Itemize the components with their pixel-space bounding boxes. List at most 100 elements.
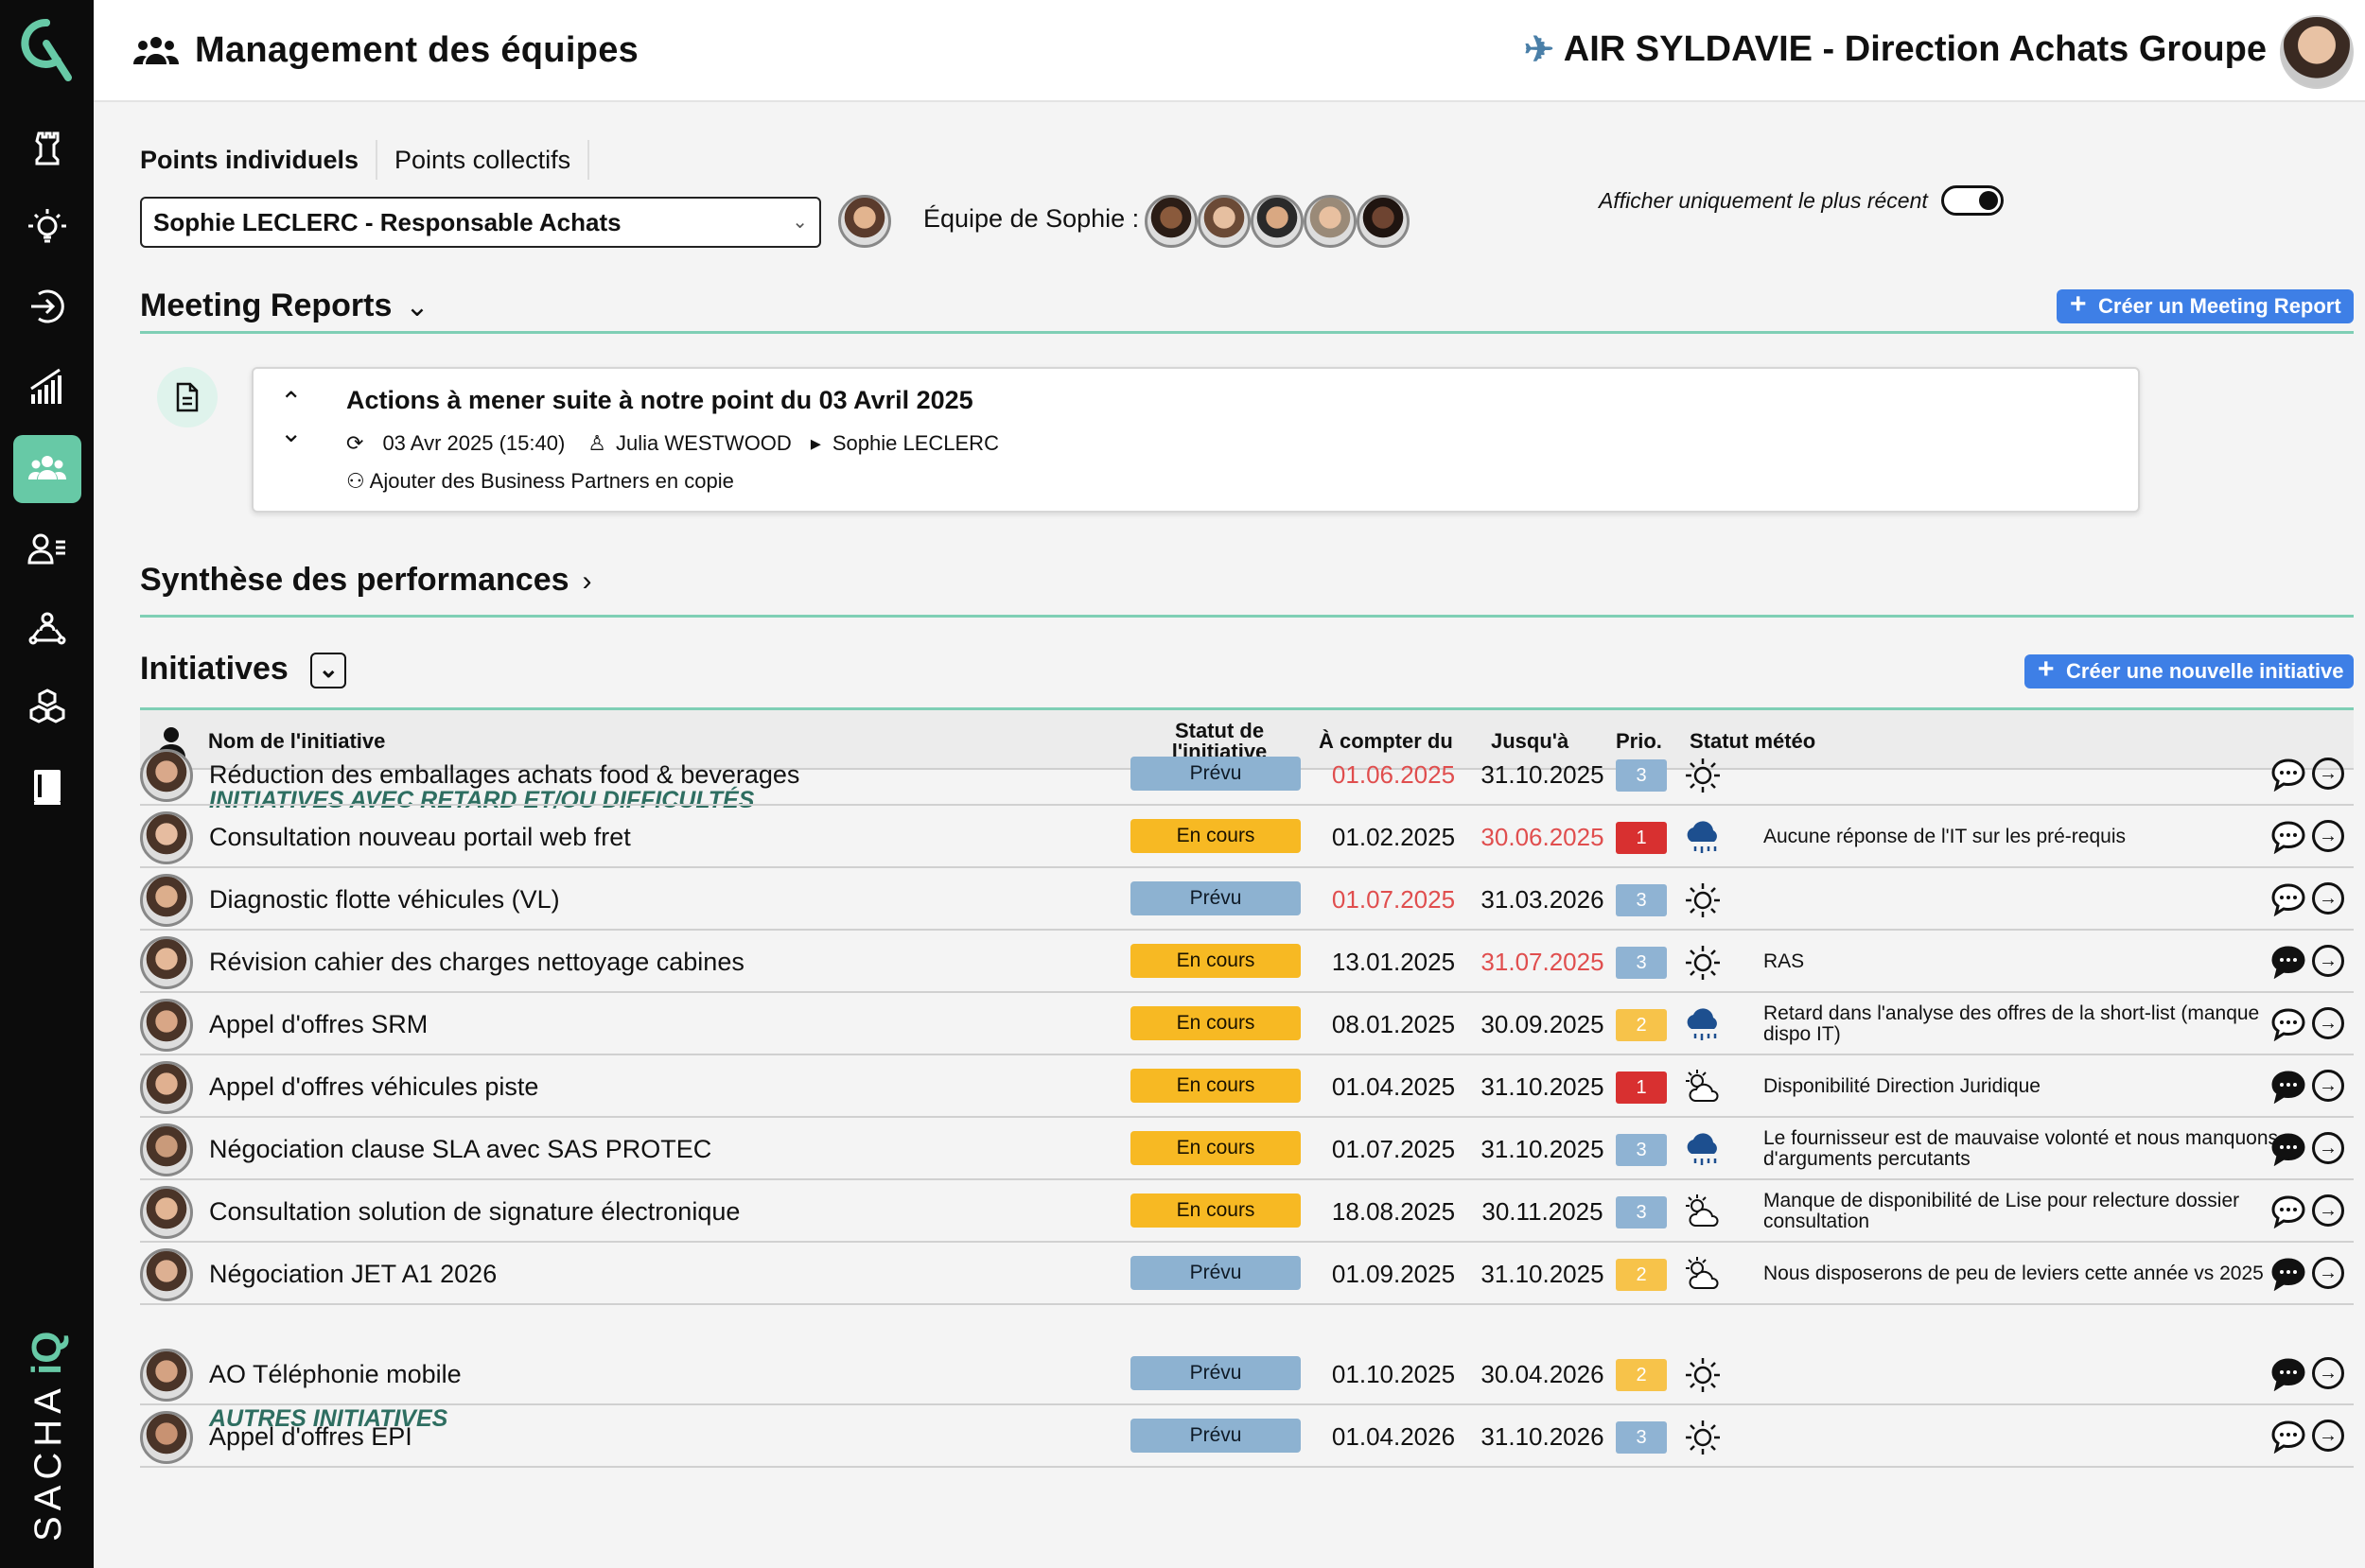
comment-icon[interactable] [2270, 1007, 2306, 1041]
open-initiative-icon[interactable]: → [2312, 1070, 2344, 1102]
col-name[interactable]: Nom de l'initiative [208, 729, 386, 753]
end-date: 31.10.2025 [1480, 1135, 1604, 1163]
open-initiative-icon[interactable]: → [2312, 1132, 2344, 1164]
open-initiative-icon[interactable]: → [2312, 1194, 2344, 1227]
table-row[interactable]: Appel d'offres véhicules piste En cours 01… [140, 1055, 2354, 1118]
table-row[interactable]: Consultation solution de signature élect… [140, 1180, 2354, 1243]
team-member-avatar[interactable] [1357, 195, 1410, 248]
collaborator-select[interactable]: Sophie LECLERC - Responsable Achats ⌄ [140, 197, 821, 248]
initiative-owner-avatar[interactable] [140, 811, 193, 864]
team-icon [133, 37, 179, 64]
initiatives-dropdown-icon[interactable]: ⌄ [310, 653, 347, 689]
comment-icon[interactable] [2270, 945, 2306, 979]
nav-login-arrow-icon[interactable] [13, 272, 81, 340]
initiative-name[interactable]: Révision cahier des charges nettoyage ca… [209, 948, 745, 976]
initiative-name[interactable]: Réduction des emballages achats food & b… [209, 760, 800, 789]
table-row[interactable]: Négociation clause SLA avec SAS PROTEC En… [140, 1118, 2354, 1180]
meeting-report-card[interactable]: ⌃ ⌄ Actions à mener suite à notre point d… [252, 367, 2140, 513]
status-badge: Prévu [1130, 1419, 1301, 1453]
status-badge: Prévu [1130, 757, 1301, 791]
open-initiative-icon[interactable]: → [2312, 758, 2344, 790]
initiative-owner-avatar[interactable] [140, 1349, 193, 1402]
col-from[interactable]: À compter du [1319, 729, 1453, 753]
document-icon [157, 367, 218, 427]
open-initiative-icon[interactable]: → [2312, 1420, 2344, 1452]
initiative-name[interactable]: Appel d'offres véhicules piste [209, 1072, 539, 1101]
initiative-name[interactable]: Diagnostic flotte véhicules (VL) [209, 885, 560, 914]
open-initiative-icon[interactable]: → [2312, 882, 2344, 915]
initiative-owner-avatar[interactable] [140, 1411, 193, 1464]
end-date: 30.11.2025 [1481, 1197, 1603, 1226]
team-member-avatar[interactable] [1198, 195, 1251, 248]
tab-points-individuels[interactable]: Points individuels [140, 140, 378, 180]
nav-team-icon[interactable] [13, 435, 81, 503]
table-row[interactable]: Appel d'offres SRM En cours 08.01.2025 30.0… [140, 993, 2354, 1055]
table-row[interactable]: Consultation nouveau portail web fret En … [140, 806, 2354, 868]
initiative-name[interactable]: AO Téléphonie mobile [209, 1360, 462, 1388]
initiative-owner-avatar[interactable] [140, 1248, 193, 1301]
team-member-avatar[interactable] [1145, 195, 1198, 248]
initiative-name[interactable]: Négociation clause SLA avec SAS PROTEC [209, 1135, 712, 1163]
comment-icon[interactable] [2270, 820, 2306, 854]
col-prio[interactable]: Prio. [1616, 729, 1662, 753]
nav-bar-chart-icon[interactable] [13, 352, 81, 420]
recent-toggle[interactable] [1940, 185, 2004, 216]
initiative-name[interactable]: Appel d'offres SRM [209, 1010, 429, 1038]
initiative-owner-avatar[interactable] [140, 999, 193, 1052]
team-member-avatar[interactable] [1304, 195, 1357, 248]
priority-badge: 2 [1616, 1359, 1667, 1391]
create-meeting-report-button[interactable]: Créer un Meeting Report [2057, 287, 2354, 323]
initiative-owner-avatar[interactable] [140, 1124, 193, 1176]
weather-partly-icon [1682, 1254, 1724, 1296]
table-row[interactable]: Appel d'offres EPI Prévu 01.04.2026 31.10.2… [140, 1405, 2354, 1468]
table-row[interactable]: Révision cahier des charges nettoyage ca… [140, 931, 2354, 993]
comment-icon[interactable] [2270, 1194, 2306, 1228]
create-initiative-button[interactable]: Créer une nouvelle initiative [2024, 653, 2354, 688]
nav-network-user-icon[interactable] [13, 594, 81, 662]
meeting-reports-title[interactable]: Meeting Reports ⌄ [140, 287, 429, 324]
initiative-name[interactable]: Consultation nouveau portail web fret [209, 823, 631, 851]
weather-comment [1763, 868, 2293, 931]
table-row[interactable]: AO Téléphonie mobile Prévu 01.10.2025 30.04… [140, 1343, 2354, 1405]
team-member-avatar[interactable] [1251, 195, 1304, 248]
divider [140, 331, 2354, 334]
comment-icon[interactable] [2270, 758, 2306, 792]
comment-icon[interactable] [2270, 1357, 2306, 1391]
open-initiative-icon[interactable]: → [2312, 1007, 2344, 1039]
table-row[interactable]: Négociation JET A1 2026 Prévu 01.09.2025 31… [140, 1243, 2354, 1305]
initiative-owner-avatar[interactable] [140, 749, 193, 802]
app-logo-icon[interactable] [15, 15, 78, 87]
comment-icon[interactable] [2270, 1070, 2306, 1104]
comment-icon[interactable] [2270, 1420, 2306, 1454]
nav-book-icon[interactable] [13, 753, 81, 821]
initiative-owner-avatar[interactable] [140, 1186, 193, 1239]
open-initiative-icon[interactable]: → [2312, 1357, 2344, 1389]
comment-icon[interactable] [2270, 882, 2306, 916]
start-date: 01.02.2025 [1331, 823, 1456, 851]
col-weather[interactable]: Statut météo [1690, 729, 1816, 753]
initiative-owner-avatar[interactable] [140, 936, 193, 989]
open-initiative-icon[interactable]: → [2312, 820, 2344, 852]
selected-collaborator-avatar [838, 195, 891, 248]
initiative-owner-avatar[interactable] [140, 1061, 193, 1114]
nav-user-list-icon[interactable] [13, 514, 81, 583]
nav-lightbulb-icon[interactable] [13, 193, 81, 261]
tab-points-collectifs[interactable]: Points collectifs [394, 140, 590, 180]
nav-cubes-icon[interactable] [13, 673, 81, 741]
table-row[interactable]: Diagnostic flotte véhicules (VL) Prévu 01.… [140, 868, 2354, 931]
table-row[interactable]: Réduction des emballages achats food & b… [140, 743, 2354, 806]
open-initiative-icon[interactable]: → [2312, 945, 2344, 977]
initiative-name[interactable]: Consultation solution de signature élect… [209, 1197, 741, 1226]
synthese-title[interactable]: Synthèse des performances › [140, 562, 592, 599]
open-initiative-icon[interactable]: → [2312, 1257, 2344, 1289]
comment-icon[interactable] [2270, 1132, 2306, 1166]
expand-collapse-icon[interactable]: ⌃ ⌄ [280, 387, 303, 447]
initiative-name[interactable]: Négociation JET A1 2026 [209, 1260, 498, 1288]
comment-icon[interactable] [2270, 1257, 2306, 1291]
user-avatar[interactable] [2280, 15, 2354, 89]
initiative-owner-avatar[interactable] [140, 874, 193, 927]
weather-comment: RAS [1763, 950, 1805, 972]
initiative-name[interactable]: Appel d'offres EPI [209, 1422, 412, 1451]
nav-chess-rook-icon[interactable] [13, 113, 81, 182]
col-to[interactable]: Jusqu'à [1491, 729, 1569, 753]
